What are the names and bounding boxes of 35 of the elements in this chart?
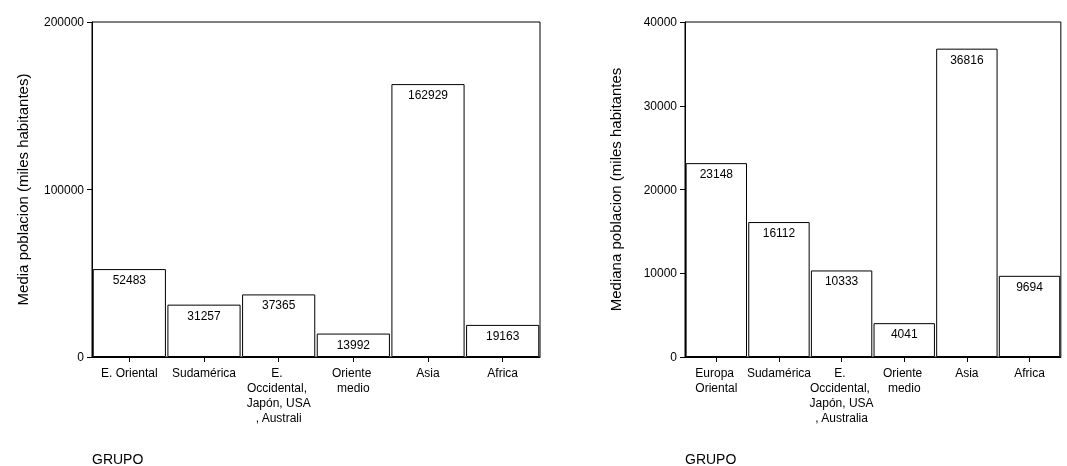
y-tick-label: 0 [670,350,678,364]
x-tick-label: Oriente medio [882,365,926,395]
data-label: 13992 [336,337,371,352]
x-tick-label: Africa [487,365,519,380]
data-label: 19163 [485,328,520,343]
x-tick-label: Sudamérica [746,365,812,380]
x-tick-label: Europa Oriental [695,365,738,395]
x-tick-label: Asia [955,365,979,380]
data-label: 31257 [187,308,222,323]
x-axis-title: GRUPO [92,451,144,466]
y-tick-label: 10000 [643,266,678,281]
data-label: 36816 [950,52,984,67]
y-tick-label: 30000 [643,98,678,113]
data-label: 4041 [890,327,918,342]
y-tick-label: 20000 [643,182,678,197]
y-tick-label: 200000 [43,15,85,29]
x-tick-label: Africa [1014,365,1046,380]
data-label: 16112 [762,226,796,241]
y-axis-title: Media poblacion (miles habitantes) [14,73,31,306]
data-label: 9694 [1016,279,1044,294]
x-tick-label: Sudamérica [171,365,237,380]
x-tick-label: E. Occidental, Japón, USA, Australi [246,365,311,425]
data-label: 23148 [699,167,734,182]
data-label: 162929 [407,88,449,103]
y-tick-label: 0 [77,350,85,364]
data-label: 10333 [824,274,859,289]
x-tick-label: E. Oriental [100,365,158,380]
data-label: 37365 [261,298,296,313]
x-axis-title: GRUPO [685,451,737,466]
y-axis-title: Mediana poblacion (miles habitantes [607,67,624,312]
x-tick-label: Asia [416,365,440,380]
data-label: 52483 [112,273,147,288]
y-tick-label: 40000 [643,15,678,29]
y-tick-label: 100000 [43,182,85,197]
x-tick-label: Oriente medio [331,365,375,395]
